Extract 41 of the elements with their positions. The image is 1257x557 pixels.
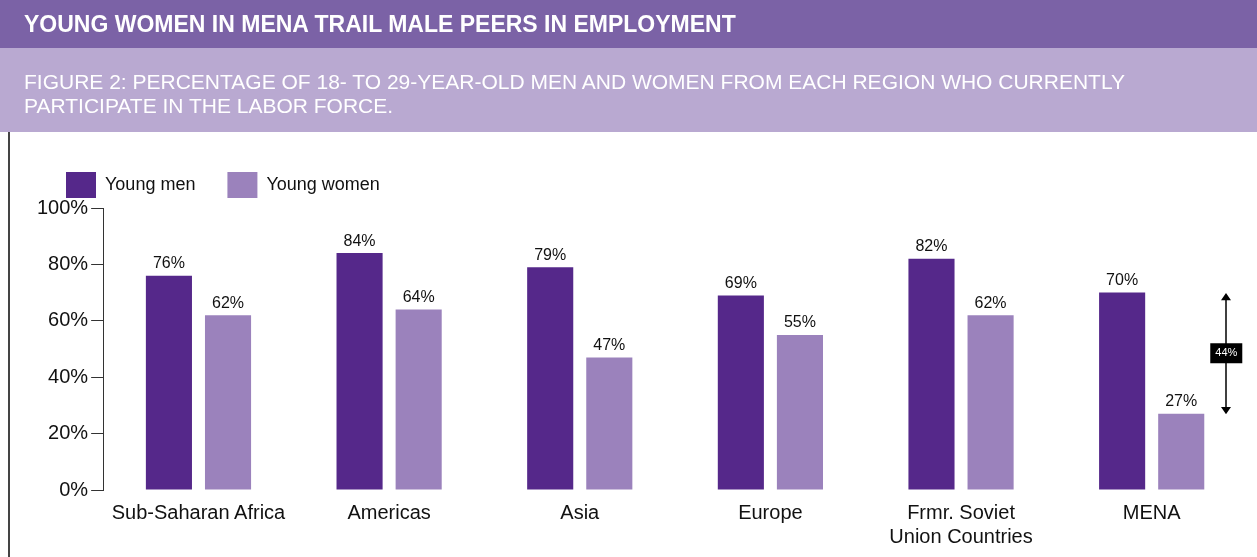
y-tick-label: 0% (59, 477, 89, 500)
x-tick-label: Americas (347, 500, 431, 523)
bar (145, 275, 192, 490)
bar (1099, 292, 1146, 490)
chart-title: YOUNG WOMEN IN MENA TRAIL MALE PEERS IN EMPLOYMENT (0, 0, 1257, 48)
x-tick-label: Sub-Saharan Africa (111, 500, 287, 523)
x-tick-label: Asia (560, 500, 601, 523)
bar (336, 253, 383, 490)
bar (1158, 413, 1205, 490)
x-tick-label: MENA (1122, 500, 1182, 523)
data-label: 62% (212, 293, 245, 311)
bar (967, 315, 1014, 490)
x-tick-label: Frmr. Soviet Union Countries (889, 500, 1033, 547)
bar (776, 334, 823, 490)
data-label: 76% (152, 254, 185, 272)
bar (527, 267, 574, 490)
legend-label: Young men (105, 173, 196, 194)
data-label: 62% (974, 293, 1007, 311)
y-tick-label: 80% (48, 251, 89, 274)
data-label: 70% (1106, 271, 1139, 289)
y-tick-label: 60% (48, 308, 89, 331)
data-label: 55% (783, 313, 816, 331)
y-tick-label: 100% (37, 195, 89, 218)
bar (395, 309, 442, 490)
y-tick-label: 20% (48, 421, 89, 444)
annotation: 44% (1215, 346, 1238, 359)
x-tick-label: Europe (738, 500, 803, 523)
bar (717, 295, 764, 490)
data-label: 64% (402, 287, 435, 305)
bar (908, 258, 955, 490)
bar (586, 357, 633, 490)
y-tick-label: 40% (48, 364, 89, 387)
chart-subtitle: FIGURE 2: PERCENTAGE OF 18- TO 29-YEAR-OLD MEN AND WOMEN FROM EACH REGION WHO CURRENTLY PARTICIPATE IN THE LABOR FORCE. (0, 48, 1257, 132)
data-label: 27% (1165, 392, 1198, 410)
legend-label: Young women (266, 173, 380, 194)
bar (204, 315, 252, 490)
data-label: 82% (915, 237, 948, 255)
data-label: 84% (343, 231, 376, 249)
data-label: 47% (593, 335, 626, 353)
data-label: 69% (724, 273, 757, 291)
data-label: 79% (534, 245, 567, 263)
